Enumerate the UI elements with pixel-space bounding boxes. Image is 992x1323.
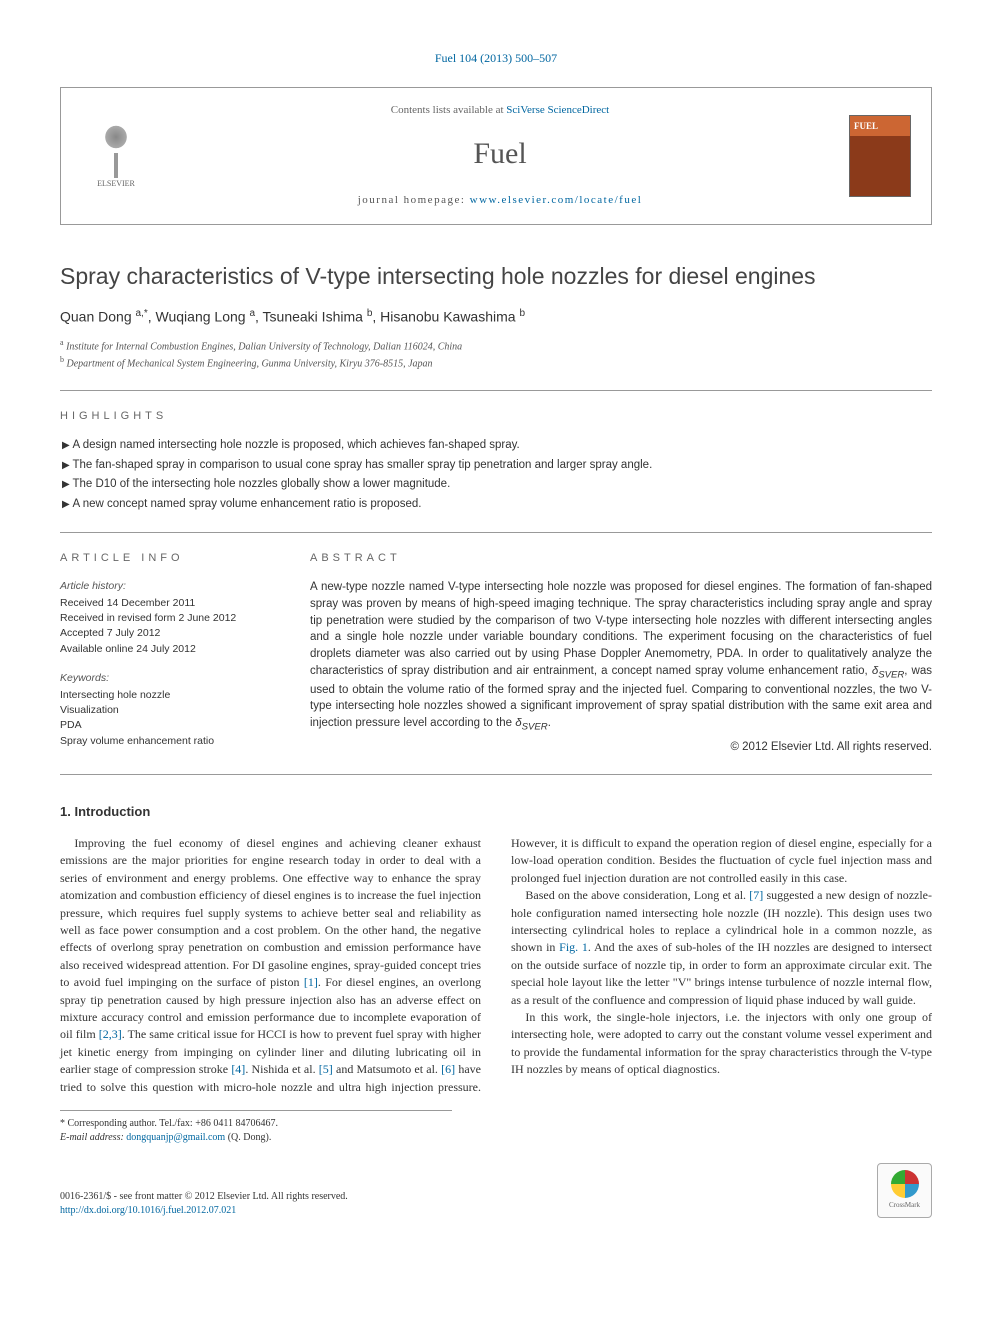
figure-ref[interactable]: Fig. 1 <box>559 940 588 954</box>
history-line: Received 14 December 2011 <box>60 596 275 611</box>
divider <box>60 532 932 533</box>
history-line: Received in revised form 2 June 2012 <box>60 611 275 626</box>
footer-left: 0016-2361/$ - see front matter © 2012 El… <box>60 1190 348 1218</box>
abstract-label: abstract <box>310 551 932 567</box>
contents-prefix: Contents lists available at <box>391 104 506 116</box>
history-line: Available online 24 July 2012 <box>60 642 275 657</box>
publisher-name: ELSEVIER <box>97 178 135 189</box>
article-info-label: article info <box>60 551 275 566</box>
citation-ref[interactable]: [4] <box>231 1062 245 1076</box>
homepage-prefix: journal homepage: <box>358 194 470 206</box>
abstract-text: A new-type nozzle named V-type intersect… <box>310 579 932 734</box>
crossmark-icon <box>891 1170 919 1198</box>
homepage-url[interactable]: www.elsevier.com/locate/fuel <box>470 194 643 206</box>
email-label: E-mail address: <box>60 1132 126 1143</box>
body-paragraph: Based on the above consideration, Long e… <box>511 887 932 1009</box>
homepage-line: journal homepage: www.elsevier.com/locat… <box>171 193 829 208</box>
sciencedirect-link[interactable]: SciVerse ScienceDirect <box>506 104 609 116</box>
highlights: A design named intersecting hole nozzle … <box>60 436 932 514</box>
keywords-block: Keywords: Intersecting hole nozzleVisual… <box>60 671 275 749</box>
history-line: Accepted 7 July 2012 <box>60 626 275 641</box>
history-heading: Article history: <box>60 579 275 594</box>
journal-name: Fuel <box>171 133 829 175</box>
journal-cover-thumbnail <box>849 115 911 197</box>
info-abstract-row: article info Article history: Received 1… <box>60 551 932 756</box>
highlight-item: A design named intersecting hole nozzle … <box>62 436 932 456</box>
highlight-item: A new concept named spray volume enhance… <box>62 495 932 515</box>
body-columns: Improving the fuel economy of diesel eng… <box>60 835 932 1096</box>
body-paragraph: In this work, the single-hole injectors,… <box>511 1009 932 1079</box>
crossmark-label: CrossMark <box>889 1201 920 1211</box>
abstract: abstract A new-type nozzle named V-type … <box>310 551 932 756</box>
keyword: Intersecting hole nozzle <box>60 688 275 703</box>
divider <box>60 774 932 775</box>
elsevier-logo: ELSEVIER <box>81 116 151 196</box>
journal-header: ELSEVIER Contents lists available at Sci… <box>60 87 932 225</box>
article-info: article info Article history: Received 1… <box>60 551 275 756</box>
highlight-item: The fan-shaped spray in comparison to us… <box>62 456 932 476</box>
citation-ref[interactable]: [7] <box>749 888 763 902</box>
highlight-item: The D10 of the intersecting hole nozzles… <box>62 475 932 495</box>
keyword: Spray volume enhancement ratio <box>60 734 275 749</box>
section-heading-intro: 1. Introduction <box>60 803 932 821</box>
abstract-copyright: © 2012 Elsevier Ltd. All rights reserved… <box>310 739 932 756</box>
citation: Fuel 104 (2013) 500–507 <box>60 50 932 67</box>
crossmark-badge[interactable]: CrossMark <box>877 1163 932 1218</box>
page-footer: 0016-2361/$ - see front matter © 2012 El… <box>60 1163 932 1218</box>
article-title: Spray characteristics of V-type intersec… <box>60 260 932 292</box>
contents-line: Contents lists available at SciVerse Sci… <box>171 103 829 118</box>
citation-ref[interactable]: [5] <box>319 1062 333 1076</box>
corresponding-footnote: * Corresponding author. Tel./fax: +86 04… <box>60 1110 452 1145</box>
keyword: PDA <box>60 718 275 733</box>
elsevier-tree-icon <box>91 123 141 178</box>
affiliations: a Institute for Internal Combustion Engi… <box>60 337 932 372</box>
corr-author-line: * Corresponding author. Tel./fax: +86 04… <box>60 1117 452 1131</box>
authors: Quan Dong a,*, Wuqiang Long a, Tsuneaki … <box>60 307 932 327</box>
keyword: Visualization <box>60 703 275 718</box>
citation-ref[interactable]: [6] <box>441 1062 455 1076</box>
keywords-heading: Keywords: <box>60 671 275 686</box>
history-block: Article history: Received 14 December 20… <box>60 579 275 657</box>
citation-ref[interactable]: [2,3] <box>99 1027 122 1041</box>
highlights-label: highlights <box>60 409 932 424</box>
email-link[interactable]: dongquanjp@gmail.com <box>126 1132 225 1143</box>
header-center: Contents lists available at SciVerse Sci… <box>171 103 829 209</box>
citation-ref[interactable]: [1] <box>304 975 318 989</box>
divider <box>60 390 932 391</box>
email-suffix: (Q. Dong). <box>225 1132 271 1143</box>
doi-link[interactable]: http://dx.doi.org/10.1016/j.fuel.2012.07… <box>60 1205 236 1216</box>
email-line: E-mail address: dongquanjp@gmail.com (Q.… <box>60 1131 452 1145</box>
front-matter-line: 0016-2361/$ - see front matter © 2012 El… <box>60 1190 348 1204</box>
affiliation: b Department of Mechanical System Engine… <box>60 354 932 371</box>
affiliation: a Institute for Internal Combustion Engi… <box>60 337 932 354</box>
